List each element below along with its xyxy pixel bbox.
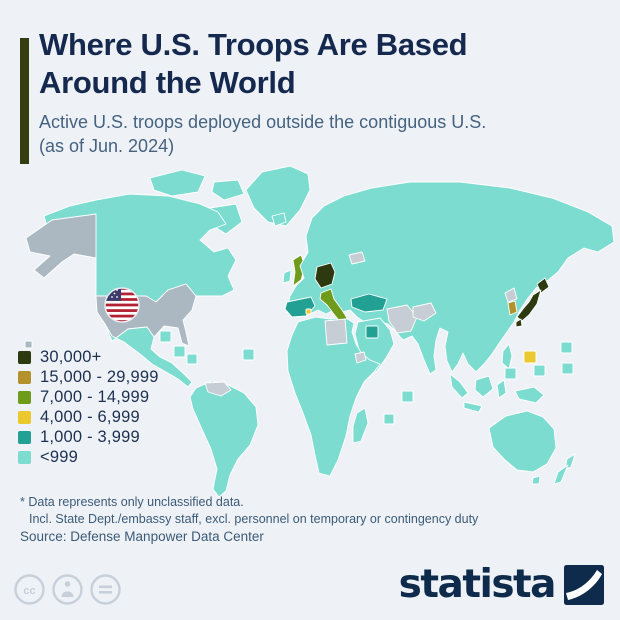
territory-square (401, 390, 414, 403)
region-greenland (245, 165, 311, 227)
cc-icon[interactable]: cc (14, 574, 45, 605)
cc-license-badges[interactable]: cc (14, 574, 121, 605)
legend-swatch (18, 430, 31, 444)
legend-swatch (18, 410, 31, 424)
region-arctic-island (211, 179, 245, 201)
territory-square (305, 308, 312, 315)
legend-swatch (18, 370, 31, 384)
region-new-zealand-south (553, 464, 569, 485)
legend-item: 1,000 - 3,999 (18, 427, 159, 447)
territory-square (560, 341, 573, 354)
page-title: Where U.S. Troops Are Based Around the W… (39, 26, 599, 102)
region-libya (324, 318, 348, 346)
territory-square (561, 362, 574, 375)
region-new-guinea (514, 386, 545, 404)
region-japan-honshu (516, 289, 542, 322)
world-map (24, 165, 615, 498)
legend-label: 15,000 - 29,999 (40, 367, 159, 386)
source-line: Source: Defense Manpower Data Center (20, 529, 264, 544)
region-australia (488, 410, 557, 473)
legend-swatch (18, 350, 31, 364)
region-sulawesi (496, 379, 507, 399)
territory-square (365, 325, 379, 339)
legend-item: 4,000 - 6,999 (18, 407, 159, 427)
region-alaska (25, 213, 97, 279)
legend-label: 1,000 - 3,999 (40, 427, 140, 446)
region-iceland (271, 212, 287, 227)
territory-square (173, 345, 186, 358)
legend-label: <999 (40, 447, 78, 466)
footnote-line-2: Incl. State Dept./embassy staff, excl. p… (29, 512, 479, 526)
territory-square (242, 348, 255, 361)
territory-square (523, 350, 537, 364)
region-iran (386, 304, 418, 334)
legend-item: <999 (18, 447, 159, 467)
territory-square (383, 413, 395, 425)
map-legend: 30,000+ 15,000 - 29,999 7,000 - 14,999 4,00… (18, 347, 159, 467)
title-accent-bar (20, 38, 29, 164)
region-borneo (474, 375, 494, 398)
region-turkey (350, 293, 388, 313)
footnote-line-1: * Data represents only unclassified data… (20, 495, 244, 509)
region-eritrea (354, 351, 367, 364)
territory-square (24, 340, 33, 349)
subtitle-line-2: (as of Jun. 2024) (39, 136, 175, 156)
svg-text:cc: cc (23, 585, 35, 597)
us-flag-icon (104, 287, 140, 323)
cc-by-icon[interactable] (52, 574, 83, 605)
statista-logo-text[interactable]: statista (398, 562, 557, 607)
region-south-america (189, 380, 259, 498)
region-afghanistan (412, 302, 437, 322)
footnote: * Data represents only unclassified data… (20, 494, 478, 528)
territory-square (533, 364, 546, 377)
region-tasmania (531, 475, 541, 485)
region-madagascar (352, 407, 369, 444)
territory-square (186, 353, 198, 365)
legend-label: 30,000+ (40, 347, 102, 366)
legend-item: 30,000+ (18, 347, 159, 367)
region-arctic-island (149, 169, 206, 197)
page-subtitle: Active U.S. troops deployed outside the … (39, 110, 599, 158)
statista-branding[interactable]: statista (399, 562, 604, 607)
territory-markers (24, 308, 574, 425)
legend-label: 7,000 - 14,999 (40, 387, 150, 406)
legend-item: 7,000 - 14,999 (18, 387, 159, 407)
region-germany (314, 262, 336, 289)
region-mexico-central-america (104, 323, 193, 388)
region-java (463, 401, 483, 413)
cc-nd-icon[interactable] (90, 574, 121, 605)
region-philippines (501, 343, 513, 370)
region-south-korea (507, 300, 518, 316)
legend-swatch (18, 390, 31, 404)
region-sumatra (449, 373, 469, 399)
region-belarus (348, 251, 366, 265)
region-north-korea (504, 287, 518, 303)
territory-square (159, 330, 172, 343)
title-line-2: Around the World (39, 65, 296, 100)
statista-logo-icon[interactable] (564, 564, 604, 605)
legend-swatch (18, 450, 31, 464)
region-japan-kyushu (515, 318, 523, 328)
region-venezuela (204, 381, 232, 397)
legend-item: 15,000 - 29,999 (18, 367, 159, 387)
region-japan-hokkaido (536, 277, 550, 294)
title-line-1: Where U.S. Troops Are Based (39, 27, 468, 62)
region-ireland (282, 269, 292, 284)
legend-label: 4,000 - 6,999 (40, 407, 140, 426)
subtitle-line-1: Active U.S. troops deployed outside the … (39, 112, 487, 132)
territory-square (504, 367, 517, 380)
